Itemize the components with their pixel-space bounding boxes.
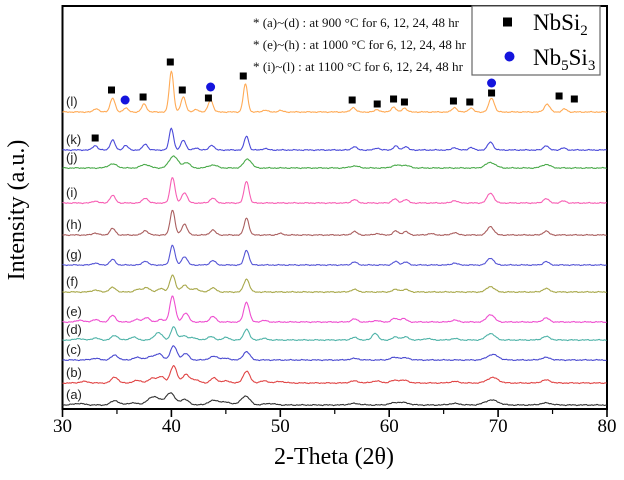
- nbsi2-peak-marker: [488, 89, 496, 97]
- xrd-curve-b: [62, 364, 607, 385]
- nbsi2-peak-marker: [108, 86, 116, 94]
- xrd-curve-g: [62, 244, 607, 267]
- nb5si3-peak-marker: [206, 82, 216, 92]
- nbsi2-peak-marker: [449, 97, 457, 105]
- annotation-block: * (a)~(d) : at 900 °C for 6, 12, 24, 48 …: [253, 16, 467, 74]
- legend-label-nb5si3: Nb5Si3: [533, 45, 595, 74]
- nbsi2-peak-marker: [373, 100, 381, 108]
- annotation-line-900C: * (a)~(d) : at 900 °C for 6, 12, 24, 48 …: [253, 16, 460, 30]
- phase-markers: [91, 58, 578, 142]
- curve-label-a: (a): [66, 387, 82, 402]
- x-tick-label: 80: [598, 416, 617, 437]
- legend-nb5si3-sub2: 3: [588, 58, 596, 74]
- legend-nb5si3-main2: Si: [569, 45, 588, 70]
- curve-label-i: (i): [66, 185, 78, 200]
- curve-label-j: (j): [66, 150, 78, 165]
- legend: NbSi2 Nb5Si3: [471, 5, 601, 76]
- curve-label-k: (k): [66, 132, 81, 147]
- nbsi2-peak-marker: [166, 58, 174, 66]
- x-tick-label: 30: [53, 416, 72, 437]
- annotation-line-1100C: * (i)~(l) : at 1100 °C for 6, 12, 24, 48…: [253, 60, 464, 74]
- nbsi2-square-icon: [503, 17, 512, 27]
- xrd-curve-e: [62, 295, 607, 324]
- legend-box: [471, 5, 601, 76]
- xrd-curve-i: [62, 177, 607, 205]
- nbsi2-peak-marker: [91, 134, 99, 142]
- legend-label-nbsi2: NbSi2: [533, 10, 588, 39]
- x-tick-label: 40: [162, 416, 181, 437]
- curve-label-c: (c): [66, 342, 81, 357]
- nbsi2-peak-marker: [400, 98, 408, 106]
- xrd-curve-a: [62, 392, 607, 407]
- legend-nb5si3-main1: Nb: [533, 45, 561, 70]
- legend-nb5si3-sub1: 5: [561, 58, 569, 74]
- xrd-curve-l: [62, 70, 607, 114]
- nbsi2-peak-marker: [178, 86, 186, 94]
- legend-nbsi2-main: NbSi: [533, 10, 580, 35]
- xrd-curve-f: [62, 274, 607, 294]
- curve-label-b: (b): [66, 365, 82, 380]
- y-axis-title: Intensity (a.u.): [4, 140, 30, 281]
- nbsi2-peak-marker: [555, 92, 563, 100]
- annotation-line-1000C: * (e)~(h) : at 1000 °C for 6, 12, 24, 48…: [253, 38, 467, 52]
- nbsi2-peak-marker: [139, 93, 147, 101]
- nb5si3-circle-icon: [504, 51, 515, 62]
- curve-label-f: (f): [66, 274, 78, 289]
- xrd-curve-k: [62, 127, 607, 152]
- xrd-curve-d: [62, 326, 607, 342]
- xrd-curves: (a) (b) (c) (d) (e) (f) (g) (h) (i) (j) (k) (l): [62, 70, 607, 407]
- nbsi2-peak-marker: [466, 98, 474, 106]
- curve-label-h: (h): [66, 217, 82, 232]
- legend-nbsi2-subscript: 2: [580, 23, 588, 39]
- x-axis-ticks: 30 40 50 60 70 80: [53, 409, 617, 437]
- curve-label-e: (e): [66, 304, 82, 319]
- xrd-curve-c: [62, 345, 607, 362]
- nb5si3-peak-marker: [120, 95, 130, 105]
- nbsi2-peak-marker: [204, 94, 212, 102]
- curve-label-d: (d): [66, 322, 82, 337]
- x-tick-label: 70: [489, 416, 508, 437]
- xrd-curve-j: [62, 155, 607, 170]
- x-tick-label: 50: [271, 416, 290, 437]
- nbsi2-peak-marker: [239, 72, 247, 80]
- nbsi2-peak-marker: [390, 95, 398, 103]
- xrd-curve-h: [62, 209, 607, 237]
- nb5si3-peak-marker: [487, 78, 497, 88]
- x-tick-label: 60: [380, 416, 399, 437]
- x-axis-title: 2-Theta (2θ): [274, 444, 394, 470]
- nbsi2-peak-marker: [348, 96, 356, 104]
- curve-label-g: (g): [66, 247, 82, 262]
- nbsi2-peak-marker: [570, 95, 578, 103]
- curve-label-l: (l): [66, 94, 78, 109]
